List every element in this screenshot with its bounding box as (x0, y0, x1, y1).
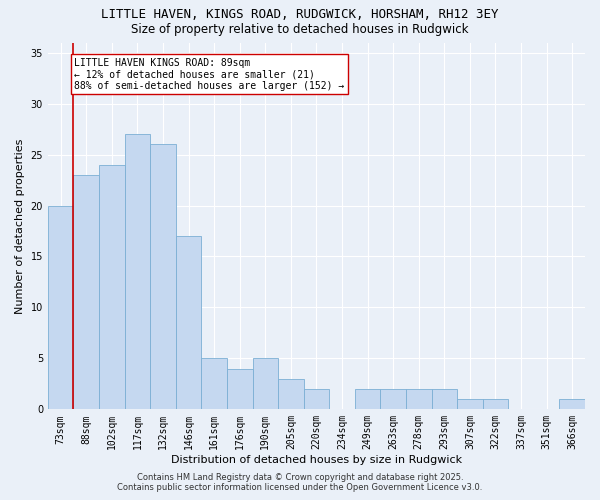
Bar (406, 389, 431, 409)
Bar (278, 379, 304, 410)
Bar (227, 368, 253, 410)
Bar (253, 358, 278, 410)
Bar (176, 236, 202, 410)
Bar (202, 358, 227, 410)
Bar (431, 389, 457, 409)
Bar (73, 175, 99, 410)
Text: Contains HM Land Registry data © Crown copyright and database right 2025.
Contai: Contains HM Land Registry data © Crown c… (118, 473, 482, 492)
Bar (559, 399, 585, 409)
Text: Size of property relative to detached houses in Rudgwick: Size of property relative to detached ho… (131, 22, 469, 36)
Bar (304, 389, 329, 409)
Y-axis label: Number of detached properties: Number of detached properties (15, 138, 25, 314)
Bar (482, 399, 508, 409)
Bar (48, 206, 73, 410)
Bar (150, 144, 176, 410)
Text: LITTLE HAVEN, KINGS ROAD, RUDGWICK, HORSHAM, RH12 3EY: LITTLE HAVEN, KINGS ROAD, RUDGWICK, HORS… (101, 8, 499, 20)
Bar (355, 389, 380, 409)
Bar (380, 389, 406, 409)
X-axis label: Distribution of detached houses by size in Rudgwick: Distribution of detached houses by size … (171, 455, 462, 465)
Text: LITTLE HAVEN KINGS ROAD: 89sqm
← 12% of detached houses are smaller (21)
88% of : LITTLE HAVEN KINGS ROAD: 89sqm ← 12% of … (74, 58, 344, 91)
Bar (125, 134, 150, 409)
Bar (457, 399, 482, 409)
Bar (99, 165, 125, 410)
